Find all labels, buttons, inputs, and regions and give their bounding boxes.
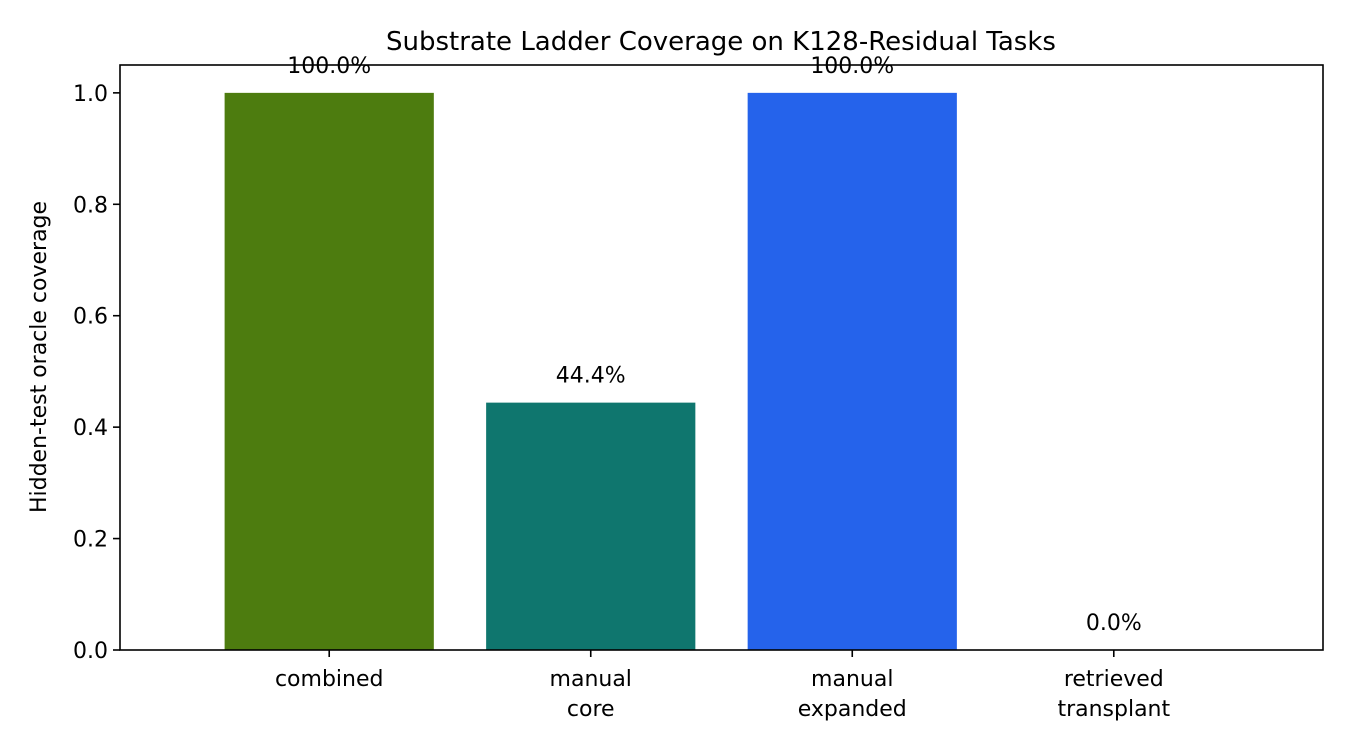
chart-title: Substrate Ladder Coverage on K128-Residu…	[386, 27, 1056, 57]
bar	[224, 92, 434, 651]
y-tick-label: 0.6	[73, 305, 108, 330]
plot-frame	[119, 64, 1324, 651]
x-tick-label: transplant	[1057, 697, 1170, 722]
y-tick-label: 0.0	[73, 639, 108, 664]
x-tick-label: expanded	[798, 697, 907, 722]
y-tick-label: 1.0	[73, 82, 108, 107]
y-tick-label: 0.2	[73, 528, 108, 553]
x-tick-label: manual	[550, 667, 632, 692]
x-tick-label: retrieved	[1064, 667, 1164, 692]
data-label: 0.0%	[1086, 611, 1142, 636]
data-label: 100.0%	[810, 54, 894, 79]
y-axis-label: Hidden-test oracle coverage	[27, 201, 52, 513]
bar	[486, 402, 696, 650]
y-tick-label: 0.4	[73, 416, 108, 441]
plot-area: 0.0 0.2 0.4 0.6 0.8 1.0 combined 100.0% manual co…	[73, 54, 1170, 722]
y-tick-label: 0.8	[73, 193, 108, 218]
x-tick-label: manual	[811, 667, 893, 692]
x-tick-label: combined	[275, 667, 384, 692]
data-label: 100.0%	[287, 54, 371, 79]
x-tick-label: core	[567, 697, 615, 722]
data-label: 44.4%	[556, 364, 626, 389]
bar	[747, 92, 957, 651]
